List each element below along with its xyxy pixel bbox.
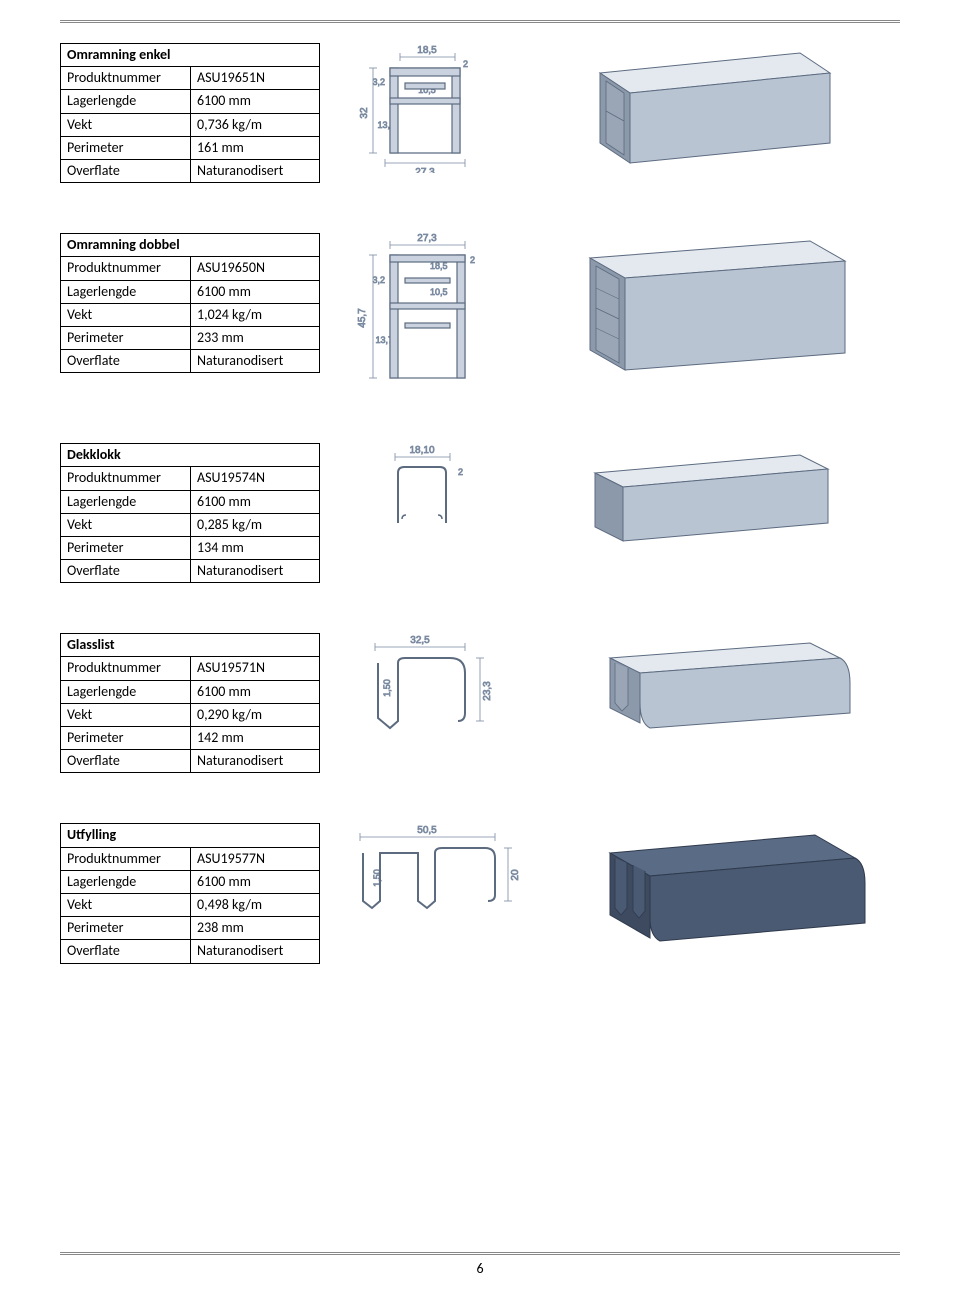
svg-text:3,2: 3,2: [372, 77, 385, 87]
page-number: 6: [0, 1260, 960, 1277]
section-utfylling: Utfylling ProduktnummerASU19577N Lagerle…: [60, 823, 900, 963]
top-rule: [60, 20, 900, 23]
title: Omramning enkel: [61, 44, 320, 67]
svg-text:27,3: 27,3: [415, 167, 435, 173]
cross-section-diagram: 32,5 23,3 1,50: [320, 633, 520, 743]
render-3d: [530, 823, 900, 963]
spec-table: Glasslist ProduktnummerASU19571N Lagerle…: [60, 633, 320, 773]
title: Glasslist: [61, 634, 320, 657]
svg-text:32,5: 32,5: [410, 635, 430, 646]
spec-table: Omramning dobbel ProduktnummerASU19650N …: [60, 233, 320, 373]
render-3d: [520, 43, 900, 173]
section-dekklokk: Dekklokk ProduktnummerASU19574N Lagerlen…: [60, 443, 900, 583]
svg-text:18,10: 18,10: [409, 445, 434, 456]
svg-text:1,50: 1,50: [382, 679, 392, 697]
section-glasslist: Glasslist ProduktnummerASU19571N Lagerle…: [60, 633, 900, 773]
cross-section-diagram: 50,5 20 1,50: [320, 823, 530, 923]
title: Utfylling: [61, 824, 320, 847]
svg-text:2: 2: [463, 59, 468, 69]
svg-text:18,5: 18,5: [417, 45, 437, 56]
spec-table: Utfylling ProduktnummerASU19577N Lagerle…: [60, 823, 320, 963]
section-omramning-dobbel: Omramning dobbel ProduktnummerASU19650N …: [60, 233, 900, 393]
svg-text:45,7: 45,7: [357, 308, 368, 328]
bottom-rule: [60, 1252, 900, 1255]
svg-text:20: 20: [510, 869, 520, 881]
cross-section-diagram: 18,10 2: [320, 443, 520, 543]
render-3d: [520, 633, 900, 743]
title: Omramning dobbel: [61, 234, 320, 257]
svg-text:2: 2: [458, 467, 463, 477]
svg-text:27,3: 27,3: [417, 233, 437, 244]
svg-text:32: 32: [359, 107, 370, 119]
render-3d: [520, 443, 900, 553]
spec-table: Dekklokk ProduktnummerASU19574N Lagerlen…: [60, 443, 320, 583]
svg-text:50,5: 50,5: [417, 825, 437, 836]
render-3d: [520, 233, 900, 383]
svg-text:2: 2: [470, 255, 475, 265]
section-omramning-enkel: Omramning enkel ProduktnummerASU19651N L…: [60, 43, 900, 183]
cross-section-diagram: 27,3 45,7 18,5 10,5 13,7 2 3,2: [320, 233, 520, 393]
svg-text:23,3: 23,3: [482, 681, 493, 701]
title: Dekklokk: [61, 444, 320, 467]
svg-text:3,2: 3,2: [372, 275, 385, 285]
cross-section-diagram: 18,5 27,3 32 2 3,2 10,5 13,7: [320, 43, 520, 173]
spec-table: Omramning enkel ProduktnummerASU19651N L…: [60, 43, 320, 183]
svg-text:10,5: 10,5: [430, 287, 448, 297]
